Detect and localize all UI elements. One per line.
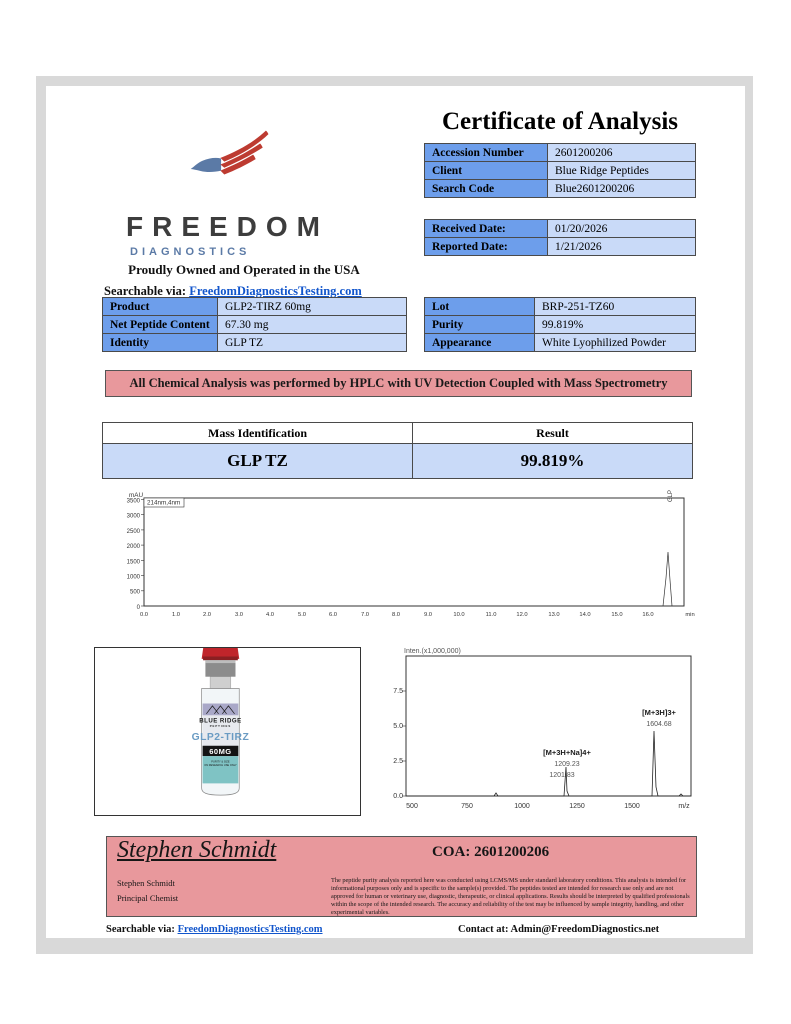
svg-text:214nm,4nm: 214nm,4nm	[147, 500, 180, 507]
svg-text:PURITY & SIZE: PURITY & SIZE	[211, 759, 230, 763]
svg-text:2000: 2000	[127, 544, 141, 550]
svg-text:5.0: 5.0	[298, 612, 306, 618]
svg-text:BLUE RIDGE: BLUE RIDGE	[199, 717, 241, 724]
svg-text:500: 500	[406, 803, 418, 810]
svg-text:GLP-TZ: GLP-TZ	[668, 490, 674, 502]
svg-text:1000: 1000	[127, 575, 141, 581]
svg-text:0.0: 0.0	[393, 793, 403, 800]
svg-text:2.5: 2.5	[393, 758, 403, 765]
svg-text:12.0: 12.0	[516, 612, 527, 618]
svg-text:3000: 3000	[127, 514, 141, 520]
svg-text:60MG: 60MG	[209, 747, 231, 756]
svg-text:3500: 3500	[127, 498, 141, 504]
svg-text:GLP2-TIRZ: GLP2-TIRZ	[192, 732, 250, 743]
svg-text:8.0: 8.0	[392, 612, 400, 618]
svg-text:0.0: 0.0	[140, 612, 148, 618]
svg-text:7.0: 7.0	[361, 612, 369, 618]
svg-text:15.0: 15.0	[611, 612, 622, 618]
svg-text:7.5: 7.5	[393, 688, 403, 695]
svg-text:0: 0	[137, 605, 141, 611]
svg-text:[M+3H+Na]4+: [M+3H+Na]4+	[543, 748, 591, 757]
svg-text:16.0: 16.0	[642, 612, 653, 618]
svg-text:6.0: 6.0	[329, 612, 337, 618]
svg-text:1201.83: 1201.83	[549, 772, 574, 779]
svg-text:[M+3H]3+: [M+3H]3+	[642, 708, 676, 717]
svg-text:2500: 2500	[127, 529, 141, 535]
svg-text:13.0: 13.0	[548, 612, 559, 618]
svg-text:14.0: 14.0	[579, 612, 590, 618]
svg-text:mAU: mAU	[129, 492, 143, 499]
svg-text:11.0: 11.0	[486, 612, 497, 618]
svg-text:1500: 1500	[624, 803, 640, 810]
svg-text:10.0: 10.0	[453, 612, 464, 618]
svg-text:m/z: m/z	[678, 803, 690, 810]
svg-text:1604.68: 1604.68	[646, 721, 671, 728]
svg-text:5.0: 5.0	[393, 723, 403, 730]
svg-text:Inten.(x1,000,000): Inten.(x1,000,000)	[404, 648, 461, 655]
svg-text:9.0: 9.0	[424, 612, 432, 618]
svg-text:750: 750	[461, 803, 473, 810]
svg-text:1209.23: 1209.23	[554, 761, 579, 768]
svg-text:3.0: 3.0	[235, 612, 243, 618]
svg-text:ON RESEARCH USE ONLY: ON RESEARCH USE ONLY	[204, 763, 237, 767]
svg-text:4.0: 4.0	[266, 612, 274, 618]
svg-text:1500: 1500	[127, 559, 141, 565]
svg-text:1.0: 1.0	[172, 612, 180, 618]
svg-text:1250: 1250	[569, 803, 585, 810]
svg-text:PEPTIDES: PEPTIDES	[210, 724, 231, 728]
svg-text:1000: 1000	[514, 803, 530, 810]
svg-text:500: 500	[130, 590, 141, 596]
svg-text:min: min	[685, 612, 694, 618]
svg-text:2.0: 2.0	[203, 612, 211, 618]
